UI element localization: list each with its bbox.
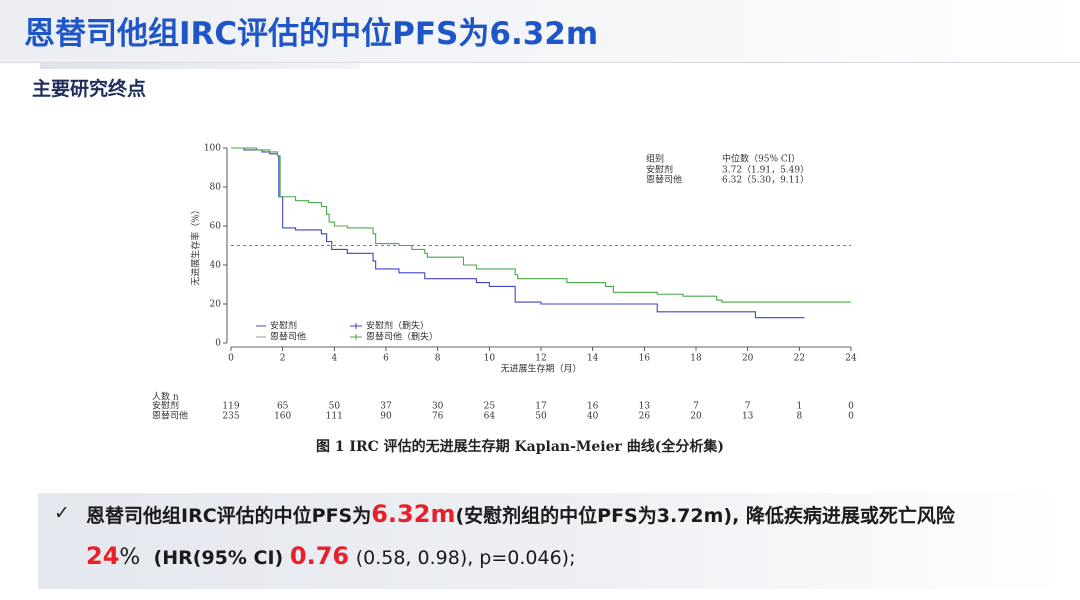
x-axis-label: 无进展生存期（月） xyxy=(500,363,581,375)
y-tick-label: 100 xyxy=(204,144,221,154)
x-tick-label: 20 xyxy=(742,354,754,364)
risk-count: 26 xyxy=(639,412,651,422)
risk-count: 16 xyxy=(587,402,599,412)
risk-label: 安慰剂 xyxy=(152,400,179,412)
risk-label: 恩替司他 xyxy=(152,410,188,422)
median-header: 中位数（95% CI） xyxy=(722,153,800,165)
legend-label: 恩替司他（删失） xyxy=(366,331,438,343)
x-tick-label: 8 xyxy=(435,354,441,364)
text: (0.58, 0.98), p=0.046); xyxy=(355,547,576,569)
section-title: 主要研究终点 xyxy=(32,78,147,100)
legend-label: 恩替司他 xyxy=(270,331,306,343)
median-group: 安慰剂 xyxy=(646,164,673,176)
risk-count: 30 xyxy=(432,402,444,412)
x-tick-label: 18 xyxy=(690,354,702,364)
risk-count: 111 xyxy=(326,412,343,422)
risk-count: 1 xyxy=(796,402,802,412)
slide-title: 恩替司他组IRC评估的中位PFS为6.32m xyxy=(24,16,599,52)
y-tick-label: 0 xyxy=(215,339,221,349)
conclusion-box xyxy=(38,493,1065,589)
x-tick-label: 14 xyxy=(587,354,599,364)
title-rule xyxy=(0,62,1080,63)
y-tick-label: 60 xyxy=(210,222,222,232)
legend-label: 安慰剂 xyxy=(270,320,297,332)
x-tick-label: 16 xyxy=(639,354,651,364)
x-tick-label: 6 xyxy=(383,354,389,364)
risk-count: 20 xyxy=(690,412,702,422)
risk-count: 119 xyxy=(222,402,239,412)
text: % xyxy=(119,545,141,570)
risk-count: 17 xyxy=(535,402,547,412)
risk-count: 64 xyxy=(484,412,496,422)
risk-count: 0 xyxy=(848,402,854,412)
risk-count: 40 xyxy=(587,412,599,422)
title-decoration xyxy=(40,63,360,69)
risk-count: 7 xyxy=(745,402,751,412)
title-band xyxy=(0,0,1080,62)
check-mark: ✓ xyxy=(54,502,70,524)
conclusion-line: 24% (HR(95% CI) 0.76 (0.58, 0.98), p=0.0… xyxy=(86,542,576,570)
x-tick-label: 2 xyxy=(280,354,286,364)
risk-count: 160 xyxy=(274,412,291,422)
y-tick-label: 80 xyxy=(210,183,222,193)
risk-count: 13 xyxy=(742,412,754,422)
x-tick-label: 0 xyxy=(228,354,234,364)
y-tick-label: 40 xyxy=(210,261,222,271)
risk-count: 13 xyxy=(639,402,651,412)
text: (安慰剂组的中位PFS为3.72m), 降低疾病进展或死亡风险 xyxy=(455,505,955,527)
risk-count: 25 xyxy=(484,402,496,412)
highlight: 0.76 xyxy=(289,542,350,570)
text: (HR(95% CI) xyxy=(153,547,284,569)
median-header: 组别 xyxy=(646,153,664,165)
highlight: 6.32m xyxy=(371,500,456,528)
risk-count: 7 xyxy=(693,402,699,412)
risk-count: 0 xyxy=(848,412,854,422)
risk-count: 90 xyxy=(380,412,392,422)
x-tick-label: 24 xyxy=(845,354,857,364)
x-tick-label: 22 xyxy=(794,354,805,364)
chart-background xyxy=(180,112,882,490)
risk-count: 50 xyxy=(535,412,547,422)
risk-count: 50 xyxy=(329,402,341,412)
x-tick-label: 4 xyxy=(331,354,337,364)
conclusion-line: 恩替司他组IRC评估的中位PFS为6.32m(安慰剂组的中位PFS为3.72m)… xyxy=(86,500,955,528)
x-tick-label: 10 xyxy=(484,354,496,364)
y-axis-label: 无进展生存率（%） xyxy=(190,205,202,286)
x-tick-label: 12 xyxy=(535,354,546,364)
chart-caption: 图 1 IRC 评估的无进展生存期 Kaplan-Meier 曲线(全分析集) xyxy=(315,439,725,455)
risk-count: 65 xyxy=(277,402,289,412)
y-tick-label: 20 xyxy=(210,300,222,310)
km-curve xyxy=(231,147,851,303)
median-group: 恩替司他 xyxy=(646,174,682,186)
legend-label: 安慰剂（删失） xyxy=(366,320,429,332)
highlight: 24 xyxy=(86,542,120,570)
risk-count: 8 xyxy=(796,412,802,422)
risk-title: 人数 n xyxy=(152,391,179,403)
risk-count: 76 xyxy=(432,412,444,422)
median-value: 6.32（5.30，9.11） xyxy=(722,175,809,186)
text: 恩替司他组IRC评估的中位PFS为 xyxy=(86,505,372,527)
median-value: 3.72（1.91，5.49） xyxy=(722,165,809,176)
risk-count: 235 xyxy=(222,412,239,422)
risk-count: 37 xyxy=(380,402,392,412)
